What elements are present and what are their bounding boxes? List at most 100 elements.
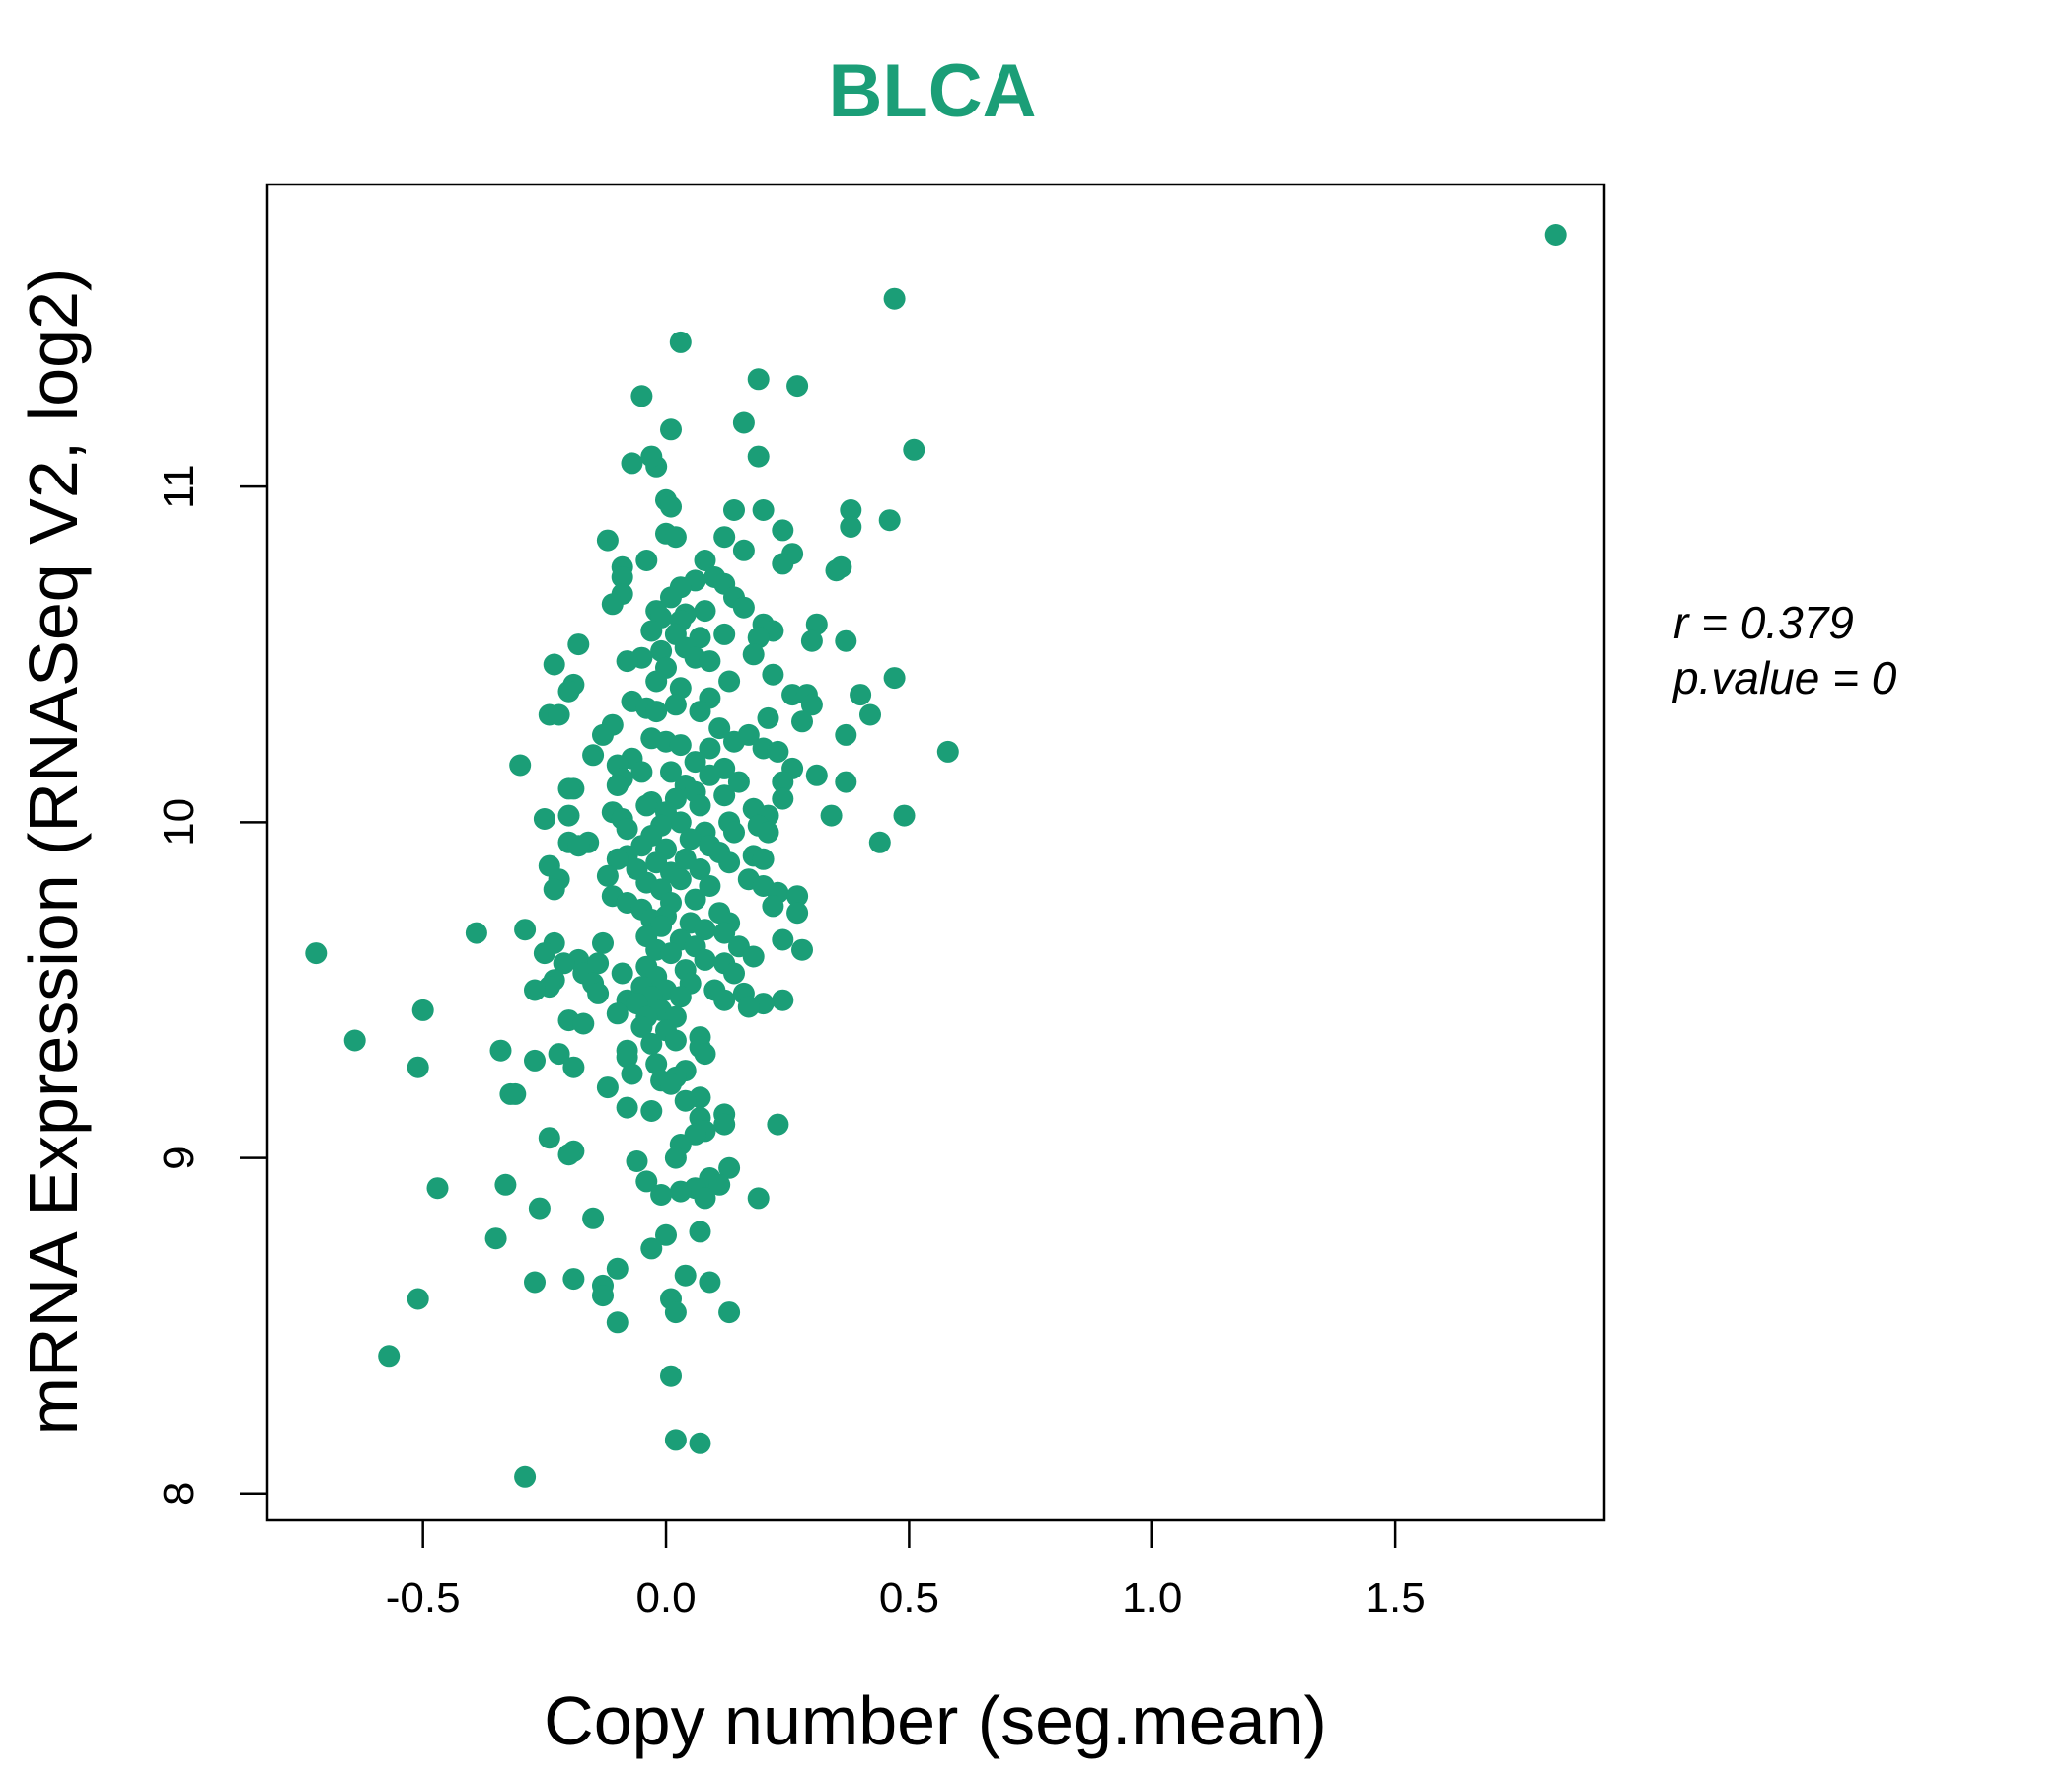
data-point-40 — [660, 586, 682, 609]
data-point-169 — [669, 868, 692, 891]
data-point-10 — [621, 452, 643, 475]
data-point-256 — [524, 1049, 546, 1072]
data-point-8 — [903, 438, 925, 461]
data-point-215 — [611, 962, 633, 985]
data-point-92 — [592, 723, 614, 746]
data-point-244 — [630, 1015, 653, 1038]
data-point-91 — [708, 717, 731, 740]
data-point-257 — [645, 1053, 668, 1075]
data-point-103 — [582, 744, 605, 767]
data-point-259 — [562, 1056, 585, 1078]
data-point-255 — [616, 1046, 638, 1069]
data-point-7 — [660, 418, 682, 441]
data-point-296 — [582, 1207, 605, 1229]
data-point-185 — [786, 902, 809, 925]
data-point-144 — [723, 821, 745, 844]
data-point-294 — [694, 1187, 716, 1210]
data-point-267 — [504, 1082, 527, 1105]
data-point-135 — [893, 804, 916, 827]
data-point-128 — [689, 794, 711, 817]
data-point-41 — [601, 593, 624, 616]
data-point-209 — [694, 948, 716, 971]
data-point-110 — [630, 761, 653, 783]
data-point-193 — [465, 922, 487, 944]
data-point-292 — [650, 1184, 673, 1206]
data-point-299 — [484, 1227, 507, 1250]
data-point-295 — [528, 1197, 551, 1220]
data-point-24 — [596, 529, 619, 552]
y-tick-label-3: 11 — [155, 464, 203, 509]
data-point-6 — [732, 411, 755, 434]
data-point-179 — [684, 888, 706, 911]
data-point-84 — [689, 701, 711, 723]
data-point-269 — [674, 1089, 697, 1112]
data-point-167 — [596, 864, 619, 887]
data-point-117 — [835, 771, 857, 793]
data-point-205 — [305, 942, 328, 965]
x-axis-title: Copy number (seg.mean) — [544, 1682, 1327, 1759]
data-point-164 — [689, 858, 711, 880]
data-point-199 — [592, 931, 614, 954]
data-point-270 — [616, 1096, 638, 1119]
data-point-9 — [747, 445, 770, 468]
data-point-311 — [718, 1301, 741, 1324]
data-point-80 — [664, 694, 687, 716]
data-point-81 — [800, 694, 823, 716]
data-point-64 — [616, 650, 638, 673]
data-point-34 — [611, 566, 633, 588]
data-point-297 — [689, 1221, 711, 1243]
data-point-5 — [630, 385, 653, 407]
x-axis: -0.5 0.0 0.5 1.0 1.5 — [386, 1520, 1426, 1622]
data-point-236 — [737, 996, 760, 1018]
data-point-123 — [713, 784, 736, 807]
data-point-304 — [562, 1268, 585, 1291]
data-point-303 — [524, 1271, 546, 1294]
data-point-253 — [548, 1043, 570, 1066]
data-point-125 — [772, 787, 794, 810]
data-point-302 — [674, 1264, 697, 1287]
data-point-291 — [669, 1180, 692, 1203]
x-tick-label-1: 0.0 — [635, 1574, 696, 1622]
data-point-225 — [524, 979, 546, 1001]
data-point-177 — [786, 885, 809, 908]
x-tick-label-4: 1.5 — [1366, 1574, 1426, 1622]
data-point-282 — [664, 1147, 687, 1169]
data-point-307 — [592, 1285, 614, 1307]
x-tick-label-2: 0.5 — [879, 1574, 939, 1622]
data-point-133 — [557, 804, 580, 827]
data-point-197 — [772, 928, 794, 951]
data-point-284 — [718, 1156, 741, 1179]
data-point-293 — [747, 1187, 770, 1210]
data-point-111 — [660, 761, 682, 783]
data-point-29 — [772, 553, 794, 575]
data-point-310 — [664, 1301, 687, 1324]
data-point-283 — [626, 1150, 648, 1172]
data-point-275 — [767, 1113, 789, 1136]
data-point-89 — [791, 710, 813, 733]
data-point-207 — [742, 945, 765, 968]
p-value-label: p.value = 0 — [1671, 652, 1897, 703]
data-point-248 — [343, 1029, 366, 1052]
data-point-305 — [699, 1271, 721, 1294]
data-point-105 — [684, 751, 706, 774]
data-point-55 — [747, 627, 770, 649]
data-point-150 — [868, 831, 891, 853]
data-point-60 — [650, 639, 673, 662]
data-point-258 — [407, 1056, 429, 1078]
data-point-182 — [762, 895, 784, 918]
data-point-254 — [694, 1043, 716, 1066]
data-point-145 — [757, 821, 779, 844]
data-point-18 — [878, 509, 901, 532]
data-point-27 — [635, 550, 658, 571]
data-point-56 — [800, 629, 823, 652]
data-point-142 — [616, 818, 638, 841]
data-point-93 — [835, 723, 857, 746]
data-point-274 — [713, 1113, 736, 1136]
data-point-217 — [723, 962, 745, 985]
data-point-3 — [747, 368, 770, 391]
data-point-134 — [820, 804, 843, 827]
data-point-247 — [664, 1029, 687, 1052]
data-point-127 — [635, 794, 658, 817]
data-point-174 — [543, 878, 565, 901]
